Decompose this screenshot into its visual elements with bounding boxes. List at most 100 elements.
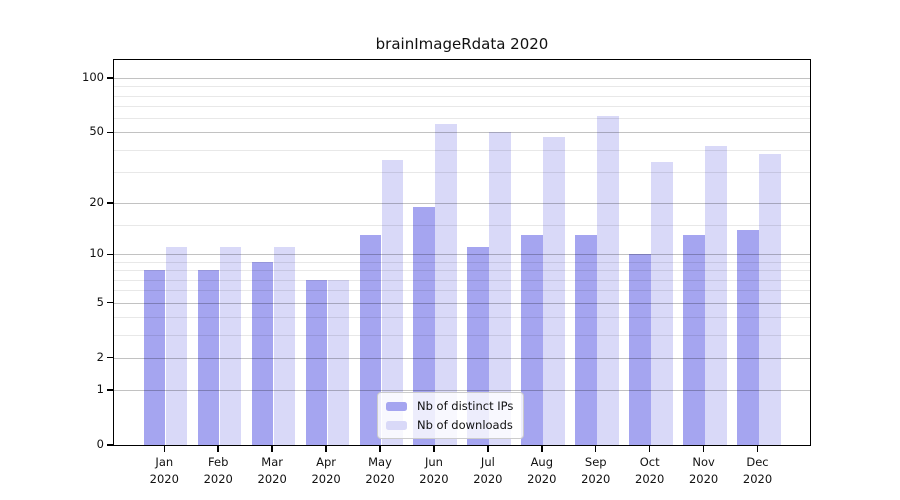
x-label-month: May xyxy=(368,455,392,469)
x-tick-label-jun: Jun 2020 xyxy=(405,454,463,487)
bar-downloads-feb xyxy=(219,247,242,445)
bar-downloads-sep xyxy=(597,115,619,445)
x-tick-label-dec: Dec 2020 xyxy=(729,454,787,487)
bar-downloads-nov xyxy=(705,146,727,445)
bar-downloads-oct xyxy=(651,162,673,445)
x-label-month: Mar xyxy=(261,455,283,469)
bar-distinct-ips-dec xyxy=(737,229,759,445)
major-gridline-1 xyxy=(114,389,810,391)
x-tick-dec xyxy=(756,446,759,452)
y-tick-label-2: 2 xyxy=(96,349,104,364)
x-tick-jan xyxy=(163,446,166,452)
y-tick-label-100: 100 xyxy=(82,70,104,85)
y-tick-label-1: 1 xyxy=(96,381,104,396)
major-gridline-50 xyxy=(114,132,810,134)
x-label-month: Jun xyxy=(424,455,443,469)
x-tick-nov xyxy=(702,446,705,452)
x-tick-label-may: May 2020 xyxy=(351,454,409,487)
major-gridline-2 xyxy=(114,357,810,359)
x-tick-label-apr: Apr 2020 xyxy=(297,454,355,487)
bar-distinct-ips-jun xyxy=(413,206,435,445)
minor-gridline-7 xyxy=(114,279,810,281)
x-tick-aug xyxy=(541,446,543,452)
legend-label-ips: Nb of distinct IPs xyxy=(417,399,514,413)
legend-swatch-downloads xyxy=(386,420,407,430)
x-label-year: 2020 xyxy=(635,471,665,486)
bar-distinct-ips-sep xyxy=(575,235,597,445)
x-tick-mar xyxy=(271,446,273,452)
major-gridline-20 xyxy=(114,202,810,204)
minor-gridline-80 xyxy=(114,95,810,97)
x-label-month: Aug xyxy=(530,455,554,469)
bar-distinct-ips-mar xyxy=(251,261,274,445)
bar-distinct-ips-aug xyxy=(521,235,543,445)
y-tick-1 xyxy=(107,389,114,391)
major-gridline-100 xyxy=(114,78,810,80)
y-tick-0 xyxy=(107,444,114,446)
y-tick-20 xyxy=(107,202,114,204)
legend-swatch-ips xyxy=(386,401,407,411)
bar-distinct-ips-jan xyxy=(143,270,166,445)
minor-gridline-4 xyxy=(114,317,810,319)
x-label-year: 2020 xyxy=(149,471,179,486)
x-tick-apr xyxy=(325,446,327,452)
bar-distinct-ips-may xyxy=(359,235,382,445)
x-tick-label-feb: Feb 2020 xyxy=(189,454,247,487)
bar-downloads-may xyxy=(381,160,404,445)
x-label-month: Jan xyxy=(155,455,174,469)
major-gridline-10 xyxy=(114,254,810,256)
minor-gridline-6 xyxy=(114,290,810,292)
bar-distinct-ips-nov xyxy=(683,235,705,445)
x-label-year: 2020 xyxy=(527,471,557,486)
x-label-month: Sep xyxy=(584,455,607,469)
x-label-month: Nov xyxy=(692,455,715,469)
x-label-year: 2020 xyxy=(473,471,503,486)
x-label-year: 2020 xyxy=(419,471,449,486)
x-label-month: Feb xyxy=(208,455,229,469)
minor-gridline-30 xyxy=(114,171,810,173)
bar-downloads-jun xyxy=(435,123,457,445)
x-tick-label-mar: Mar 2020 xyxy=(243,454,301,487)
x-tick-sep xyxy=(594,446,597,452)
minor-gridline-3 xyxy=(114,334,810,336)
x-tick-label-jul: Jul 2020 xyxy=(459,454,517,487)
x-label-year: 2020 xyxy=(365,471,395,486)
minor-gridline-40 xyxy=(114,149,810,151)
bar-downloads-apr xyxy=(327,279,350,445)
x-tick-oct xyxy=(648,446,651,452)
y-tick-label-10: 10 xyxy=(89,246,104,261)
plot-area xyxy=(114,60,810,445)
x-tick-label-sep: Sep 2020 xyxy=(567,454,625,487)
chart-title: brainImageRdata 2020 xyxy=(375,35,549,53)
x-label-year: 2020 xyxy=(257,471,287,486)
y-tick-label-0: 0 xyxy=(96,437,104,451)
bar-distinct-ips-oct xyxy=(629,254,651,445)
x-tick-feb xyxy=(217,446,219,452)
x-tick-may xyxy=(379,446,381,452)
y-tick-label-50: 50 xyxy=(89,124,104,139)
x-label-year: 2020 xyxy=(581,471,611,486)
bar-downloads-dec xyxy=(759,153,781,445)
y-tick-10 xyxy=(107,253,114,256)
x-tick-jun xyxy=(433,446,435,452)
major-gridline-5 xyxy=(114,302,810,304)
minor-gridline-70 xyxy=(114,106,810,108)
bar-downloads-jul xyxy=(489,132,511,445)
minor-gridline-8 xyxy=(114,270,810,272)
minor-gridline-60 xyxy=(114,118,810,120)
legend-label-downloads: Nb of downloads xyxy=(417,418,513,432)
x-label-month: Dec xyxy=(746,455,769,469)
bar-distinct-ips-apr xyxy=(305,279,328,445)
x-label-month: Apr xyxy=(316,455,337,469)
legend-entry-ips: Nb of distinct IPs xyxy=(386,398,513,414)
y-tick-2 xyxy=(107,356,114,359)
bar-downloads-jan xyxy=(165,247,188,445)
y-tick-label-20: 20 xyxy=(89,194,104,209)
x-label-year: 2020 xyxy=(742,471,773,486)
x-label-year: 2020 xyxy=(203,471,233,486)
x-tick-label-aug: Aug 2020 xyxy=(513,454,571,487)
x-tick-label-nov: Nov 2020 xyxy=(675,454,733,487)
x-tick-jul xyxy=(487,446,489,452)
minor-gridline-90 xyxy=(114,86,810,88)
